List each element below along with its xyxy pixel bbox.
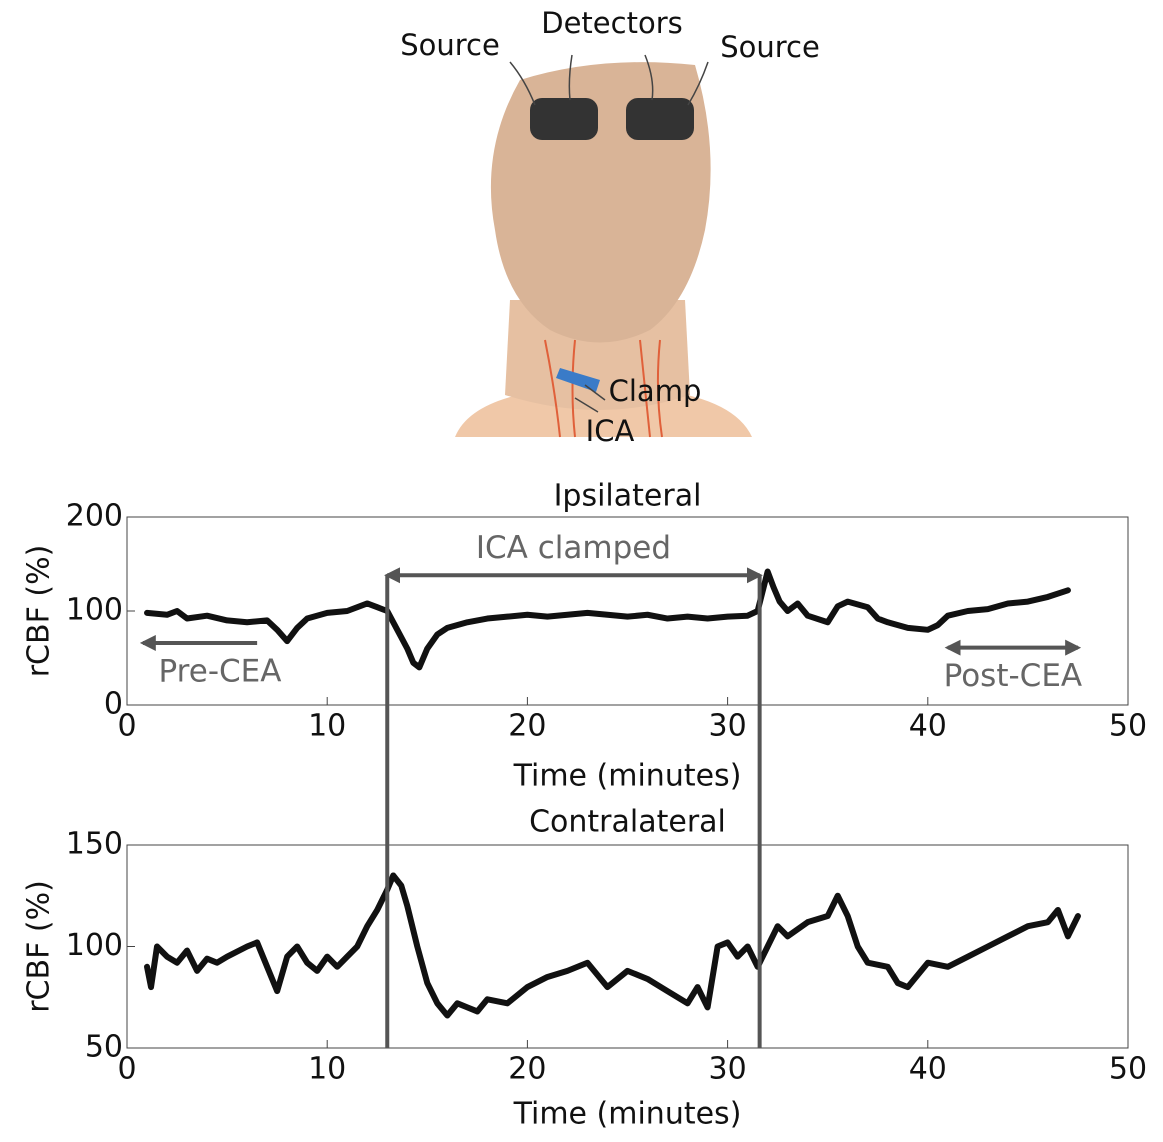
- chart-title: Ipsilateral: [554, 479, 702, 514]
- chart-title: Contralateral: [529, 805, 726, 840]
- clamp-icon: [556, 368, 600, 392]
- y-tick-label: 200: [66, 499, 123, 534]
- illustration-label: Clamp: [609, 374, 702, 408]
- source-pad: [530, 98, 598, 140]
- source-pad: [626, 98, 694, 140]
- x-tick-label: 20: [508, 1052, 546, 1087]
- annotation-label: ICA clamped: [476, 530, 671, 566]
- y-tick-label: 100: [66, 928, 123, 963]
- illustration-label: Source: [400, 28, 500, 62]
- annotation-label: Pre-CEA: [159, 653, 282, 689]
- illustration-label: ICA: [586, 414, 635, 448]
- illustration-label: Detectors: [541, 6, 682, 40]
- plot-frame: [126, 844, 1129, 1049]
- x-tick-label: 0: [117, 709, 136, 744]
- y-tick-label: 150: [66, 827, 123, 862]
- y-axis-label: rCBF (%): [22, 880, 57, 1013]
- x-tick-label: 30: [709, 709, 747, 744]
- leader-lines: [509, 54, 709, 413]
- x-tick-label: 40: [909, 1052, 947, 1087]
- y-tick-label: 0: [104, 687, 123, 722]
- y-tick-label: 100: [66, 593, 123, 628]
- x-tick-label: 10: [308, 1052, 346, 1087]
- y-axis-label: rCBF (%): [22, 545, 57, 678]
- data-line: [144, 872, 1081, 1019]
- x-tick-label: 40: [909, 709, 947, 744]
- annotation-label: Post-CEA: [944, 658, 1083, 694]
- x-tick-label: 0: [117, 1052, 136, 1087]
- y-tick-label: 50: [85, 1030, 123, 1065]
- head-illustration: [455, 54, 752, 438]
- arteries: [544, 339, 663, 438]
- x-tick-label: 20: [508, 709, 546, 744]
- x-axis-label: Time (minutes): [513, 759, 742, 794]
- x-tick-label: 30: [709, 1052, 747, 1087]
- x-tick-label: 50: [1109, 1052, 1147, 1087]
- x-tick-label: 10: [308, 709, 346, 744]
- data-line: [144, 568, 1071, 671]
- x-axis-label: Time (minutes): [513, 1097, 742, 1132]
- illustration-label: Source: [720, 30, 820, 64]
- shoulders: [455, 390, 752, 437]
- x-tick-label: 50: [1109, 709, 1147, 744]
